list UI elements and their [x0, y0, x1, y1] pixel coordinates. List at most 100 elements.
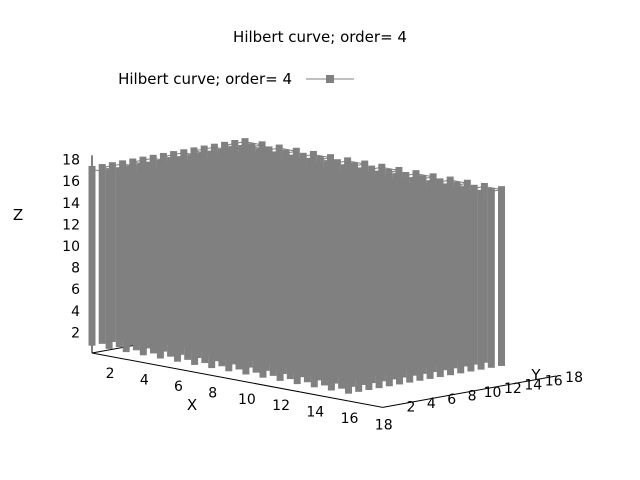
hilbert-segment	[341, 191, 352, 194]
hilbert-segment	[457, 182, 468, 186]
hilbert-segment	[372, 204, 383, 208]
hilbert-segment	[211, 172, 229, 177]
hilbert-segment	[392, 202, 410, 207]
hilbert-point-column	[457, 193, 465, 374]
hilbert-point-column	[105, 169, 113, 349]
hilbert-segment	[423, 197, 441, 202]
hilbert-point-column	[338, 208, 346, 389]
hilbert-point-column	[355, 212, 363, 392]
hilbert-segment	[272, 178, 284, 182]
hilbert-segment	[214, 146, 232, 151]
z-tick-label: 6	[71, 282, 80, 298]
hilbert-segment	[256, 194, 267, 197]
hilbert-segment	[365, 201, 383, 206]
hilbert-segment	[375, 180, 393, 185]
hilbert-segment	[132, 161, 150, 166]
hilbert-segment	[289, 181, 301, 185]
hilbert-segment	[245, 178, 263, 184]
hilbert-segment	[244, 141, 263, 146]
hilbert-segment	[207, 160, 225, 165]
hilbert-segment	[320, 194, 332, 198]
x-tick-label: 16	[341, 411, 359, 427]
hilbert-segment	[166, 166, 178, 169]
hilbert-segment	[354, 184, 372, 189]
hilbert-segment	[252, 165, 270, 170]
hilbert-segment	[355, 201, 366, 205]
hilbert-segment	[292, 155, 304, 159]
hilbert-point-column	[252, 192, 260, 373]
hilbert-segment	[228, 194, 246, 199]
y-tick-label: 2	[406, 400, 415, 416]
hilbert-segment	[142, 157, 154, 161]
hilbert-point-column	[498, 186, 505, 366]
hilbert-segment	[361, 187, 372, 191]
x-tick-label: 10	[238, 392, 256, 408]
hilbert-segment	[399, 186, 410, 190]
hilbert-segment	[190, 157, 208, 162]
hilbert-segment	[293, 176, 311, 181]
y-tick-label: 18	[565, 370, 583, 386]
hilbert-segment	[450, 196, 461, 200]
hilbert-segment	[389, 207, 400, 211]
hilbert-segment	[341, 211, 359, 217]
hilbert-segment	[358, 213, 369, 217]
hilbert-point-column	[447, 195, 454, 376]
y-tick-label: 8	[468, 388, 477, 404]
hilbert-segment	[419, 185, 437, 190]
hilbert-point-column	[225, 191, 233, 372]
hilbert-segment	[337, 160, 348, 164]
hilbert-point-column	[327, 210, 335, 391]
y-tick-label: 14	[524, 377, 542, 393]
hilbert-segment	[491, 189, 502, 192]
hilbert-segment	[344, 186, 362, 191]
tick-labels: 2 4 6 8 10 12 14 16 182 4 6 8 10 12 14 16 18246810121416…	[62, 153, 583, 434]
hilbert-segment	[269, 187, 287, 192]
hilbert-segment	[283, 197, 301, 202]
hilbert-segment	[320, 157, 331, 160]
hilbert-segment	[248, 151, 259, 155]
y-tick-label: 4	[427, 396, 436, 412]
legend: Hilbert curve; order= 4	[118, 70, 354, 88]
hilbert-point-column	[201, 183, 209, 364]
hilbert-segment	[361, 208, 380, 213]
hilbert-segment	[102, 165, 113, 169]
hilbert-segment	[190, 155, 201, 159]
hilbert-segment	[289, 183, 308, 188]
hilbert-segment	[412, 197, 424, 200]
hilbert-segment	[317, 201, 328, 205]
hilbert-segment	[156, 169, 174, 174]
hilbert-segment	[136, 173, 154, 178]
hilbert-point-column	[406, 202, 414, 383]
y-tick-label: 6	[447, 392, 456, 408]
hilbert-segment	[187, 164, 205, 169]
hilbert-segment	[177, 183, 188, 186]
x-tick-label: 4	[140, 373, 149, 389]
hilbert-point-column	[218, 186, 226, 367]
hilbert-segment	[248, 171, 267, 177]
hilbert-segment	[460, 194, 471, 198]
hilbert-segment	[474, 185, 485, 189]
hilbert-segment	[234, 141, 246, 144]
hilbert-segment	[334, 204, 345, 208]
hilbert-point-column	[303, 202, 311, 383]
hilbert-segment	[245, 158, 256, 161]
hilbert-segment	[337, 198, 349, 201]
hilbert-segment	[327, 182, 345, 188]
x-far-edge-line	[382, 375, 557, 408]
hilbert-segment	[259, 188, 277, 194]
hilbert-segment	[330, 176, 348, 181]
hilbert-segment	[388, 190, 407, 195]
hilbert-segment	[283, 195, 294, 199]
hilbert-segment	[406, 192, 417, 195]
hilbert-segment	[251, 146, 270, 151]
hilbert-segment	[272, 161, 290, 166]
y-tick-label: 10	[484, 385, 502, 401]
hilbert-segment	[409, 186, 427, 192]
hilbert-segment	[129, 166, 140, 170]
hilbert-segment	[280, 204, 298, 209]
hilbert-segment	[282, 159, 300, 164]
hilbert-segment	[286, 171, 304, 176]
hilbert-point-column	[426, 199, 434, 379]
hilbert-point-column	[293, 204, 301, 385]
hilbert-segment	[262, 161, 273, 165]
